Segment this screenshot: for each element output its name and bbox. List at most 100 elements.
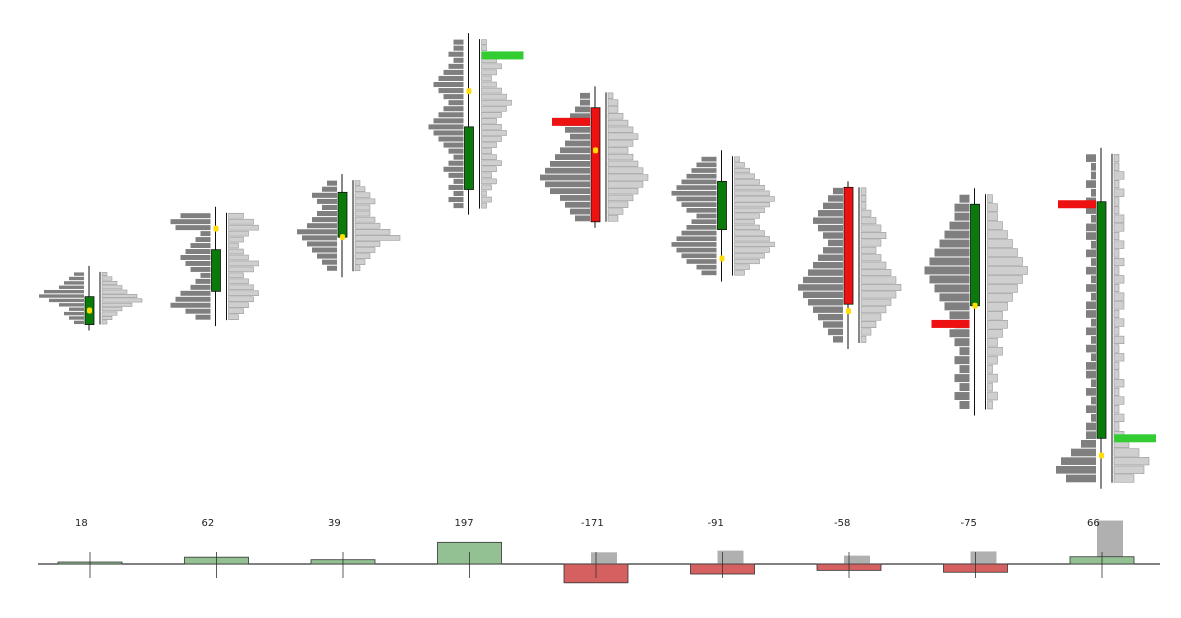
candle-8 (924, 188, 1028, 416)
sell-volume-bar (860, 209, 872, 217)
buy-volume-bar (575, 215, 590, 222)
delta-reference-bar (717, 550, 744, 564)
buy-volume-bar (828, 195, 843, 202)
sell-volume-bar (607, 160, 639, 168)
sell-volume-bar (860, 276, 897, 284)
sell-volume-bar (481, 136, 502, 142)
buy-volume-bar (453, 39, 464, 45)
sell-volume-bar (987, 400, 993, 410)
sell-volume-bar (607, 215, 619, 222)
buy-volume-bar (949, 329, 970, 338)
sell-volume-bar (1113, 171, 1125, 180)
sell-imbalance-bar (552, 117, 590, 126)
buy-volume-bar (813, 306, 843, 313)
buy-volume-bar (438, 112, 464, 118)
buy-volume-bar (322, 204, 337, 211)
buy-volume-bar (1086, 370, 1096, 379)
buy-volume-bar (1091, 414, 1096, 422)
sell-volume-bar (354, 235, 401, 241)
sell-volume-bar (734, 167, 750, 174)
sell-volume-bar (734, 224, 760, 230)
sell-volume-bar (481, 190, 487, 197)
buy-volume-bar (448, 63, 464, 69)
buy-volume-bar (803, 276, 843, 284)
sell-volume-bar (734, 270, 745, 276)
sell-volume-bar (481, 172, 492, 179)
buy-volume-bar (1086, 405, 1096, 414)
buy-volume-bar (686, 173, 717, 179)
sell-volume-bar (607, 92, 614, 99)
candle-9 (1056, 147, 1156, 489)
sell-volume-bar (734, 207, 765, 213)
delta-label: -58 (834, 518, 850, 529)
buy-volume-bar (555, 154, 590, 160)
sell-volume-bar (101, 294, 138, 298)
buy-volume-bar (1086, 431, 1096, 440)
buy-volume-bar (195, 237, 211, 243)
buy-volume-bar (803, 291, 843, 299)
sell-volume-bar (607, 167, 644, 174)
sell-volume-bar (481, 105, 507, 112)
delta-1 (57, 552, 123, 578)
buy-volume-bar (448, 160, 464, 166)
sell-volume-bar (1113, 361, 1120, 370)
buy-volume-bar (696, 264, 717, 270)
sell-volume-bar (101, 302, 133, 307)
sell-volume-bar (228, 284, 254, 291)
sell-volume-bar (354, 259, 366, 265)
sell-volume-bar (228, 266, 254, 273)
buy-volume-bar (453, 45, 464, 51)
delta-label: 18 (75, 518, 88, 529)
buy-volume-bar (671, 242, 717, 247)
buy-volume-bar (944, 230, 970, 239)
sell-volume-bar (228, 224, 259, 231)
buy-volume-bar (297, 229, 337, 235)
candle-3 (297, 174, 401, 278)
buy-volume-bar (312, 247, 337, 253)
sell-volume-bar (354, 192, 371, 199)
sell-volume-bar (860, 261, 887, 269)
buy-volume-bar (959, 401, 970, 409)
buy-volume-bar (954, 356, 970, 365)
buy-volume-bar (1086, 266, 1096, 275)
sell-volume-bar (101, 307, 123, 312)
buy-volume-bar (545, 181, 590, 188)
buy-volume-bar (823, 232, 843, 239)
buy-volume-bar (185, 308, 211, 314)
buy-volume-bar (1091, 171, 1096, 180)
sell-volume-bar (987, 230, 1008, 239)
sell-volume-bar (228, 254, 249, 261)
buy-volume-bar (1086, 327, 1096, 336)
sell-volume-bar (987, 320, 1008, 329)
buy-volume-bar (1091, 188, 1096, 197)
buy-volume-bar (924, 266, 970, 275)
sell-volume-bar (734, 258, 760, 265)
sell-volume-bar (860, 187, 867, 195)
sell-volume-bar (481, 196, 492, 203)
sell-volume-bar (1113, 214, 1125, 223)
buy-volume-bar (200, 231, 211, 237)
sell-volume-bar (607, 106, 619, 113)
buy-volume-bar (448, 100, 464, 106)
buy-volume-bar (823, 247, 843, 254)
buy-volume-bar (570, 208, 590, 215)
poc-marker (213, 225, 219, 232)
sell-volume-bar (481, 45, 487, 51)
sell-volume-bar (607, 187, 639, 195)
buy-volume-bar (696, 213, 717, 219)
delta-6 (690, 550, 755, 578)
buy-volume-bar (949, 311, 970, 320)
sell-volume-bar (860, 202, 867, 210)
buy-volume-bar (575, 106, 590, 113)
buy-volume-bar (1086, 154, 1096, 162)
sell-volume-bar (860, 246, 877, 254)
delta-label: -171 (581, 518, 604, 529)
buy-volume-bar (190, 284, 211, 290)
delta-4 (437, 541, 502, 578)
buy-volume-bar (691, 219, 717, 225)
buy-volume-bar (433, 118, 464, 124)
candle-body-down (590, 107, 601, 223)
poc-marker (340, 234, 345, 241)
buy-volume-bar (934, 284, 970, 293)
sell-volume-bar (1113, 405, 1120, 414)
